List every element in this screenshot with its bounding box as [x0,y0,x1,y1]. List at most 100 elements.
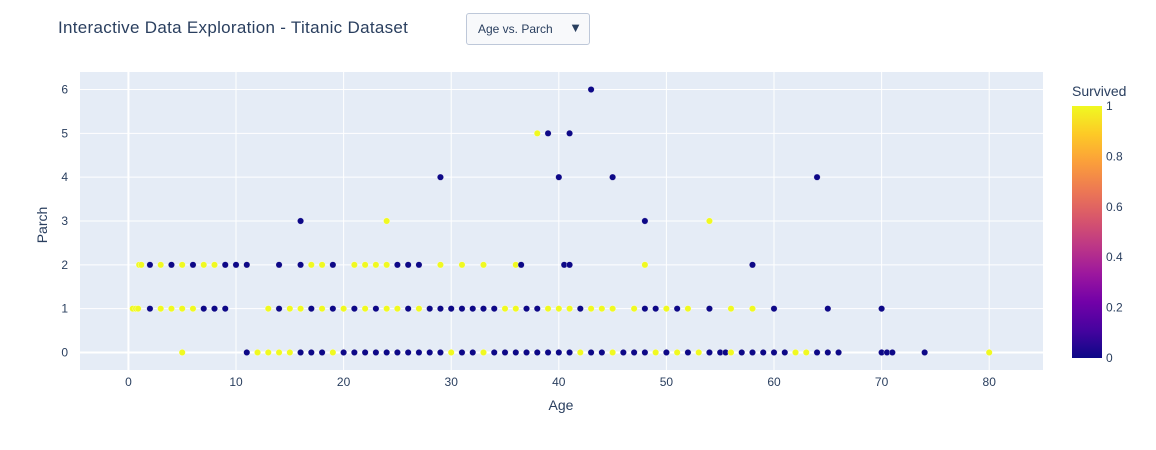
data-point [404,261,412,269]
data-point [178,261,186,269]
data-point [576,305,584,312]
x-tick-label: 60 [767,375,781,389]
data-point [641,261,649,269]
data-point [523,305,530,312]
data-point [598,305,606,312]
data-point [297,217,304,225]
data-point [372,305,380,312]
data-point [641,217,649,225]
data-point [243,261,251,269]
data-point [297,305,304,312]
data-point [437,349,444,356]
data-point [137,261,145,269]
data-point [480,261,487,269]
data-point [512,305,520,312]
data-point [340,305,347,312]
data-point [749,349,756,356]
colorbar-tick-label: 0.4 [1106,250,1123,264]
y-tick-label: 3 [61,214,68,228]
colorbar-ticks: 0 0.2 0.4 0.6 0.8 1 [1106,99,1123,365]
data-point [566,130,573,137]
data-point [394,305,401,312]
data-point [641,349,649,356]
data-point [458,261,466,269]
data-point [824,305,832,312]
data-point [684,349,692,356]
dropdown-selected-label: Age vs. Parch [478,22,553,36]
data-point [221,261,229,269]
data-point [189,261,197,269]
data-point [146,305,154,312]
data-point [318,349,326,356]
colorbar-title: Survived [1072,83,1126,99]
data-point [490,349,498,356]
data-point [426,305,434,312]
data-point [243,349,251,356]
data-point [630,305,638,312]
data-point [286,349,294,356]
data-point [727,349,735,356]
data-point [609,349,616,356]
data-point [523,349,530,356]
data-point [437,173,444,181]
y-tick-label: 0 [61,345,68,359]
plot-selector-dropdown[interactable]: Age vs. Parch ▼ [466,13,590,45]
data-point [394,261,401,269]
colorbar-tick-label: 1 [1106,99,1113,113]
data-point [383,349,391,356]
x-tick-label: 20 [337,375,351,389]
data-point [340,349,347,356]
chart-title: Interactive Data Exploration - Titanic D… [58,18,409,37]
data-point [587,86,595,93]
data-point [695,349,703,356]
data-point [555,305,563,312]
data-point [361,261,369,269]
data-point [469,305,477,312]
data-point [587,305,595,312]
data-point [189,305,197,312]
data-point [264,305,272,312]
data-point [663,305,670,312]
data-point [275,305,283,312]
data-point [813,173,821,181]
data-point [178,305,186,312]
data-point [555,173,563,181]
data-point [802,349,810,356]
data-point [318,261,326,269]
data-point [232,261,240,269]
data-point [372,349,380,356]
data-point [351,349,358,356]
colorbar-tick-label: 0 [1106,351,1113,365]
data-point [490,305,498,312]
data-point [480,349,487,356]
y-tick-label: 4 [61,170,68,184]
data-point [985,349,993,356]
data-point [447,305,455,312]
data-point [415,305,423,312]
data-point [544,130,552,137]
data-point [383,305,391,312]
data-point [404,305,412,312]
data-point [587,349,595,356]
data-point [517,261,525,269]
data-point [921,349,928,356]
x-axis-label: Age [549,397,574,413]
data-point [264,349,272,356]
data-point [727,305,735,312]
data-point [533,305,541,312]
triangle-down-icon: ▼ [569,20,582,35]
data-point [480,305,487,312]
data-point [415,261,423,269]
data-point [533,349,541,356]
x-axis-ticks: 0 10 20 30 40 50 60 70 80 [125,375,996,389]
data-point [404,349,412,356]
data-point [351,305,358,312]
data-point [200,261,208,269]
data-point [286,305,294,312]
data-point [437,305,444,312]
data-point [361,305,369,312]
data-point [178,349,186,356]
x-tick-label: 0 [125,375,132,389]
data-point [673,349,681,356]
